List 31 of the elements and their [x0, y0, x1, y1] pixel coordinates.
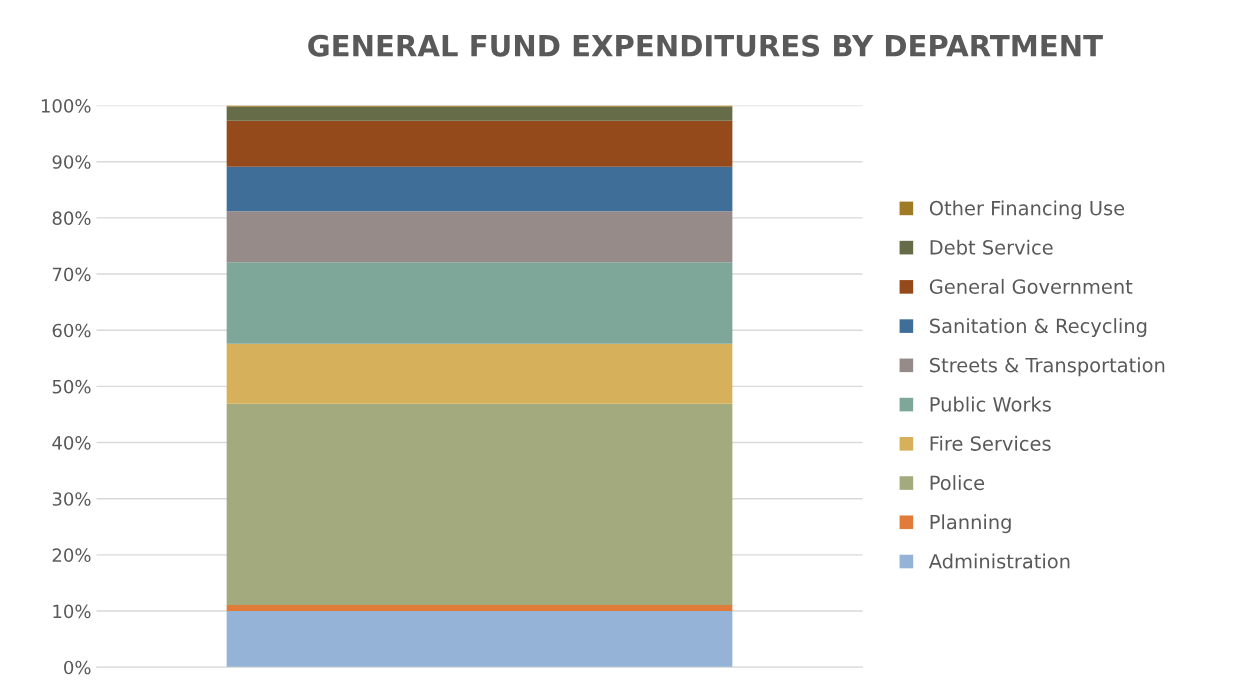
- legend-label: Planning: [930, 514, 1011, 534]
- legend-label: Police: [930, 475, 985, 491]
- bar: [226, 262, 733, 344]
- legend-label: General Government: [929, 278, 1133, 294]
- bar: [226, 604, 733, 612]
- bar: [226, 611, 733, 668]
- bar: [226, 166, 733, 212]
- bar: [226, 403, 733, 605]
- y-tick-label: 80%: [52, 211, 91, 226]
- y-tick-label: 100%: [41, 99, 91, 113]
- y-tick-label: 30%: [52, 492, 91, 506]
- legend-label: Other Financing Use: [929, 200, 1125, 220]
- y-tick-label: 50%: [52, 379, 91, 394]
- legend-label: Debt Service: [930, 239, 1053, 255]
- bar: [226, 343, 733, 404]
- y-tick-label: 20%: [52, 548, 91, 563]
- bar: [226, 211, 733, 263]
- y-tick-label: 70%: [52, 267, 91, 282]
- legend-label: Fire Services: [930, 435, 1051, 451]
- legend-label: Sanitation & Recycling: [930, 318, 1147, 337]
- y-tick-label: 90%: [52, 155, 91, 169]
- legend-label: Public Works: [930, 396, 1051, 412]
- legend-label: Administration: [928, 553, 1070, 569]
- bar: [226, 106, 733, 121]
- bar: [226, 120, 733, 167]
- y-tick-label: 40%: [52, 436, 91, 450]
- legend-label: Streets & Transportation: [930, 357, 1165, 377]
- chart-title: GENERAL FUND EXPENDITURES BY DEPARTMENT: [308, 34, 1103, 57]
- y-tick-label: 60%: [52, 323, 91, 338]
- y-tick-label: 10%: [53, 604, 91, 619]
- y-tick-label: 0%: [64, 660, 91, 675]
